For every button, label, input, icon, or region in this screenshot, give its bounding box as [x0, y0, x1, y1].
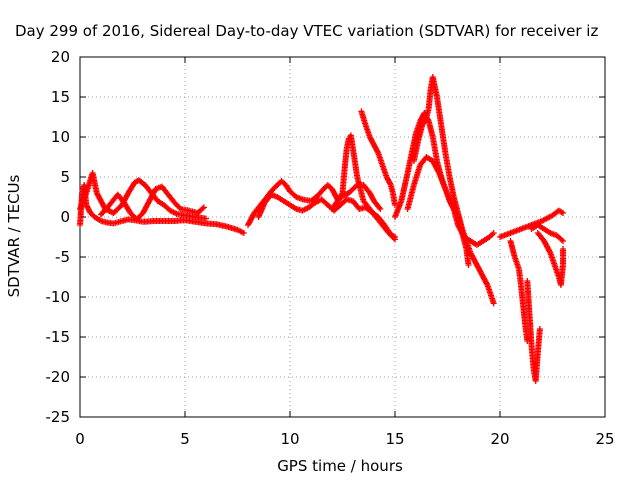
- data-point: [558, 236, 565, 243]
- y-axis-title: SDTVAR / TECUs: [5, 174, 23, 297]
- data-point: [374, 148, 381, 155]
- chart-title: Day 299 of 2016, Sidereal Day-to-day VTE…: [15, 22, 598, 40]
- data-point: [203, 215, 209, 222]
- data-point: [387, 180, 394, 187]
- series-11: [524, 278, 543, 384]
- data-point: [199, 205, 206, 212]
- data-point: [392, 234, 398, 240]
- data-point: [377, 206, 384, 212]
- series-13: [528, 222, 566, 244]
- x-axis-title: GPS time / hours: [277, 457, 403, 475]
- y-tick-label: 20: [51, 48, 70, 66]
- data-point: [483, 280, 490, 287]
- data-point: [490, 300, 497, 307]
- x-tick-label: 25: [595, 430, 614, 448]
- series-9: [404, 154, 472, 268]
- x-tick-label: 10: [280, 430, 299, 448]
- x-tick-label: 20: [490, 430, 509, 448]
- series-14: [534, 230, 566, 288]
- data-point: [536, 326, 543, 332]
- y-tick-label: -20: [46, 368, 71, 386]
- y-tick-label: 5: [60, 168, 70, 186]
- grid: [80, 57, 605, 417]
- series-4: [255, 191, 398, 240]
- series-6: [358, 108, 398, 208]
- series-8: [410, 74, 497, 307]
- y-tick-label: -5: [55, 248, 70, 266]
- y-tick-label: -25: [46, 408, 71, 426]
- plot-frame: [79, 56, 606, 418]
- axis-tick-labels: 0 5 10 15 20 25 -25 -20 -15 -10 -5 0 5 10 15 20: [46, 48, 615, 448]
- data-point: [353, 183, 359, 190]
- data-point: [546, 248, 553, 255]
- y-tick-label: -15: [46, 328, 71, 346]
- data-point: [435, 168, 442, 175]
- series-2: [98, 183, 207, 223]
- x-tick-label: 0: [75, 430, 85, 448]
- data-points: [77, 74, 566, 384]
- data-point: [376, 204, 383, 211]
- data-point: [560, 246, 566, 252]
- axis-ticks: [79, 56, 606, 418]
- y-tick-label: 15: [51, 88, 70, 106]
- y-tick-label: 10: [51, 128, 70, 146]
- data-point: [422, 115, 429, 122]
- x-tick-label: 5: [180, 430, 190, 448]
- data-point: [465, 262, 472, 268]
- x-tick-label: 15: [385, 430, 404, 448]
- data-point: [200, 204, 207, 211]
- data-point: [560, 238, 566, 244]
- y-tick-label: -10: [46, 288, 71, 306]
- data-point: [490, 230, 497, 236]
- data-point: [560, 210, 566, 216]
- series-10: [507, 238, 531, 344]
- data-point: [240, 230, 247, 236]
- series-5: [329, 182, 384, 212]
- data-point: [454, 212, 461, 219]
- y-tick-label: 0: [60, 208, 70, 226]
